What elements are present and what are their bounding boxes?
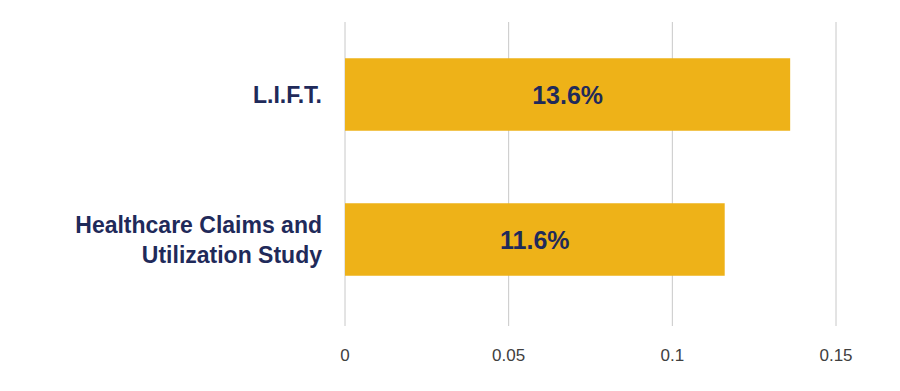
category-line: Utilization Study <box>142 242 322 268</box>
labels: 13.6% L.I.F.T. 11.6% Healthcare Claims and U… <box>75 81 603 268</box>
tick-label: 0.15 <box>819 346 852 365</box>
grid-line <box>836 22 837 326</box>
category-line: Healthcare Claims and <box>75 212 322 238</box>
bar <box>345 58 790 131</box>
data-label: 11.6% <box>500 226 570 254</box>
category-label: L.I.F.T. <box>253 82 322 108</box>
chart: 0 0.05 0.1 0.15 13.6% L.I.F.T. 11.6% Healthcare… <box>0 0 900 391</box>
bar <box>345 203 725 276</box>
tick-label: 0.05 <box>492 346 525 365</box>
category-label: Healthcare Claims and Utilization Study <box>75 212 322 268</box>
tick-label: 0 <box>340 346 349 365</box>
tick-label: 0.1 <box>661 346 685 365</box>
grid <box>345 22 836 326</box>
bars <box>345 58 790 276</box>
data-label: 13.6% <box>532 81 603 109</box>
category-line: L.I.F.T. <box>253 82 322 108</box>
